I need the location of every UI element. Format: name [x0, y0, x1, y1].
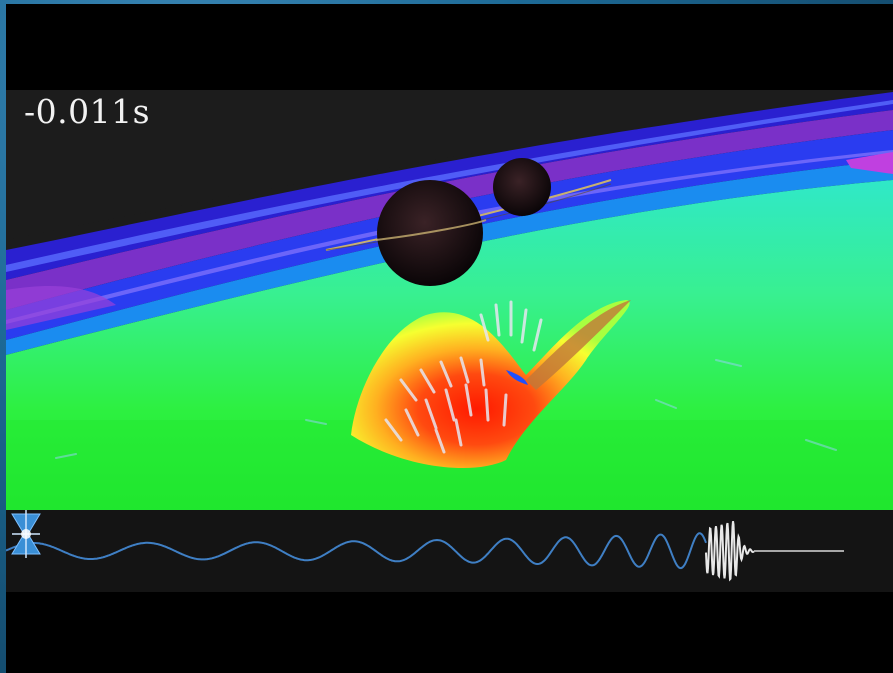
letterbox-bottom	[6, 592, 893, 673]
video-player[interactable]: -0.011s	[6, 4, 893, 673]
simulation-scene: -0.011s	[6, 90, 893, 510]
elapsed-time-label: -0.011s	[24, 92, 151, 131]
interferometer-detector-icon	[11, 510, 41, 558]
waveform-merger-line	[705, 521, 755, 582]
black-hole-small	[493, 158, 551, 216]
waveform-inspiral-line	[6, 532, 707, 570]
letterbox-top	[6, 4, 893, 90]
gravitational-waveform-strip	[6, 510, 893, 592]
waveform-chart	[6, 521, 844, 582]
spacetime-surface	[6, 90, 893, 510]
